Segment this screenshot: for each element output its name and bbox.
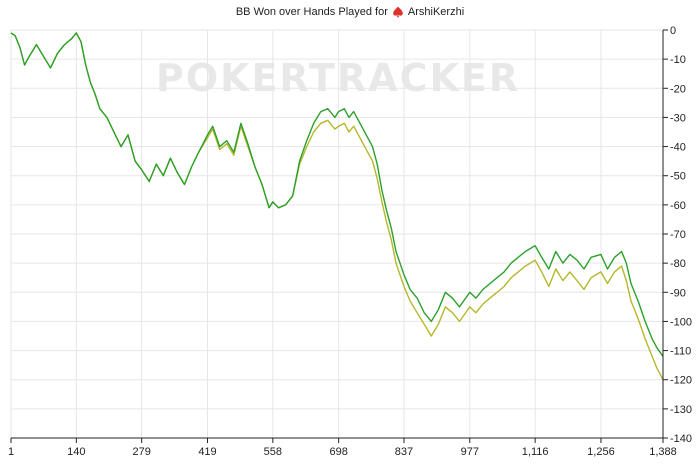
y-tick-label: -130 (670, 404, 692, 416)
chart-title-prefix: BB Won over Hands Played for (235, 6, 388, 18)
y-tick-label: -20 (670, 83, 686, 95)
x-tick-label: 1,388 (649, 446, 677, 458)
y-tick-label: -60 (670, 200, 686, 212)
grid-lines (10, 29, 664, 439)
y-tick-label: -140 (670, 433, 692, 445)
y-tick-label: -30 (670, 112, 686, 124)
y-tick-label: 0 (670, 25, 676, 37)
x-tick-label: 977 (461, 446, 479, 458)
chart-title-player: ArshiKerzhi (407, 6, 465, 18)
x-tick-label: 837 (395, 446, 413, 458)
y-tick-label: -110 (670, 346, 691, 358)
series-line-primary (10, 32, 664, 357)
x-tick-label: 1 (8, 446, 14, 458)
y-tick-label: -70 (670, 229, 686, 241)
y-tick-label: -50 (670, 171, 686, 183)
series-layer (10, 32, 664, 381)
x-axis-ticks: 1 140 279 419 558 698 837 977 1,116 1,256 1,388 (8, 438, 677, 458)
x-tick-label: 698 (329, 446, 347, 458)
x-tick-label: 419 (198, 446, 216, 458)
x-tick-label: 1,256 (587, 446, 615, 458)
x-tick-label: 140 (67, 446, 85, 458)
y-tick-label: -100 (670, 316, 692, 328)
y-tick-label: -90 (670, 287, 686, 299)
y-tick-label: -10 (670, 54, 686, 66)
x-tick-label: 279 (133, 446, 151, 458)
pokertracker-watermark: POKERTRACKER (156, 56, 520, 100)
y-tick-label: -80 (670, 258, 686, 270)
x-tick-label: 558 (264, 446, 282, 458)
y-tick-label: -40 (670, 142, 686, 154)
y-axis-ticks: 0 -10 -20 -30 -40 -50 -60 -70 -80 -90 -100 -110 -120… (663, 25, 692, 445)
pokertracker-brand-icon (393, 6, 403, 18)
x-tick-label: 1,116 (522, 446, 549, 458)
y-tick-label: -120 (670, 375, 692, 387)
chart-title: BB Won over Hands Played for ArshiKerzhi (0, 6, 700, 18)
